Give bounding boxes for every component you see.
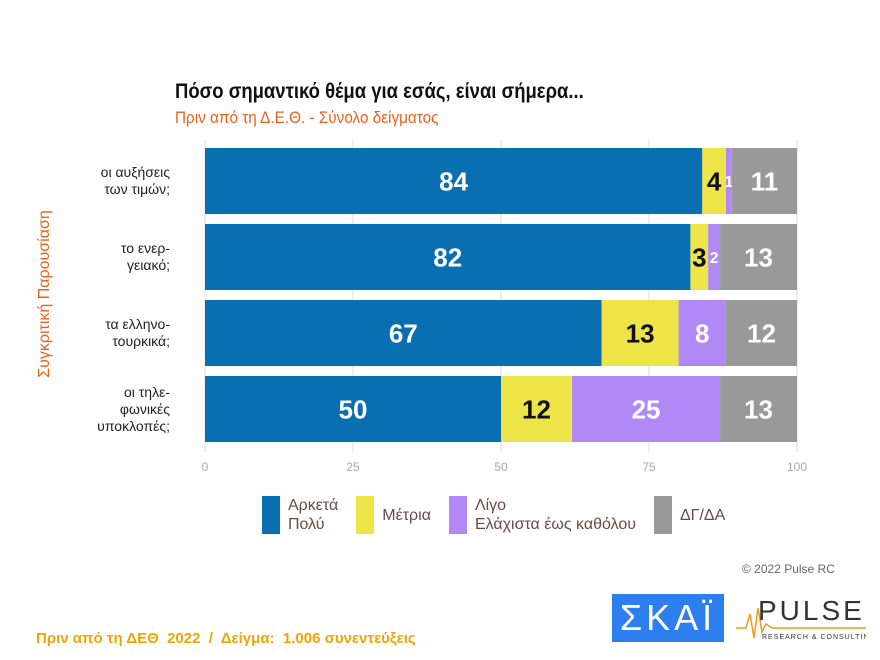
data-label: 67 <box>389 318 418 348</box>
data-label: 13 <box>744 242 773 272</box>
legend-swatch <box>448 496 467 534</box>
data-label: 4 <box>707 166 722 196</box>
data-label: 50 <box>339 394 368 424</box>
category-label: τα ελληνο- τουρκικά; <box>105 316 170 349</box>
data-label: 82 <box>433 242 462 272</box>
bar-segment <box>501 376 573 442</box>
data-label: 1 <box>724 174 733 191</box>
x-tick-label: 0 <box>202 460 209 474</box>
category-label: το ενερ- γειακό; <box>120 240 170 273</box>
bar-segment <box>720 376 797 442</box>
bar-segment <box>205 148 703 214</box>
data-label: 2 <box>710 250 719 267</box>
legend-swatch <box>356 496 375 534</box>
bar-segment <box>678 300 726 366</box>
svg-text:RESEARCH & CONSULTING: RESEARCH & CONSULTING <box>762 634 866 641</box>
pulse-logo: PULSE RESEARCH & CONSULTING <box>736 595 866 641</box>
chart-title: Πόσο σημαντικό θέμα για εσάς, είναι σήμε… <box>175 80 584 103</box>
chart-subtitle: Πριν από τη Δ.Ε.Θ. - Σύνολο δείγματος <box>175 108 439 127</box>
bar-segment <box>731 148 797 214</box>
data-label: 11 <box>751 166 779 196</box>
data-label: 13 <box>626 318 655 348</box>
legend-label: Λίγο Ελάχιστα έως καθόλου <box>474 497 636 533</box>
bar-segment <box>702 148 726 214</box>
bar-segment <box>725 300 797 366</box>
legend-label: Αρκετά Πολύ <box>288 497 339 533</box>
legend-swatch <box>262 496 280 534</box>
bar-segment <box>601 300 679 366</box>
skai-logo: ΣΚΑΪ <box>612 594 724 642</box>
bar-segment <box>690 224 709 290</box>
bar-segment <box>572 376 721 442</box>
bar-segment <box>725 148 732 214</box>
data-label: 12 <box>747 318 776 348</box>
bar-segment <box>205 224 691 290</box>
data-label: 8 <box>695 318 709 348</box>
footer-note: Πριν από τη ΔΕΘ 2022 / Δείγμα: 1.006 συν… <box>36 630 416 647</box>
svg-text:PULSE: PULSE <box>758 595 865 626</box>
data-label: 12 <box>522 394 551 424</box>
category-label: οι τηλε- φωνικές υποκλοπές; <box>97 383 170 434</box>
x-tick-label: 100 <box>787 460 807 474</box>
data-label: 3 <box>692 242 706 272</box>
x-tick-label: 50 <box>494 460 508 474</box>
copyright: © 2022 Pulse RC <box>742 562 835 576</box>
category-label: οι αυξήσεις των τιμών; <box>100 164 170 197</box>
x-tick-label: 75 <box>642 460 656 474</box>
data-label: 13 <box>744 394 773 424</box>
bar-segment <box>708 224 721 290</box>
legend-label: Μέτρια <box>382 506 431 524</box>
bar-segment <box>720 224 797 290</box>
data-label: 84 <box>439 166 468 196</box>
bar-segment <box>205 376 501 442</box>
bar-segment <box>205 300 602 366</box>
legend-swatch <box>653 496 672 534</box>
data-label: 25 <box>632 394 661 424</box>
legend: Αρκετά Πολύ Μέτρια Λίγο Ελάχιστα έως καθόλ… <box>262 496 735 534</box>
x-tick-label: 25 <box>346 460 360 474</box>
legend-label: ΔΓ/ΔΑ <box>679 506 726 524</box>
